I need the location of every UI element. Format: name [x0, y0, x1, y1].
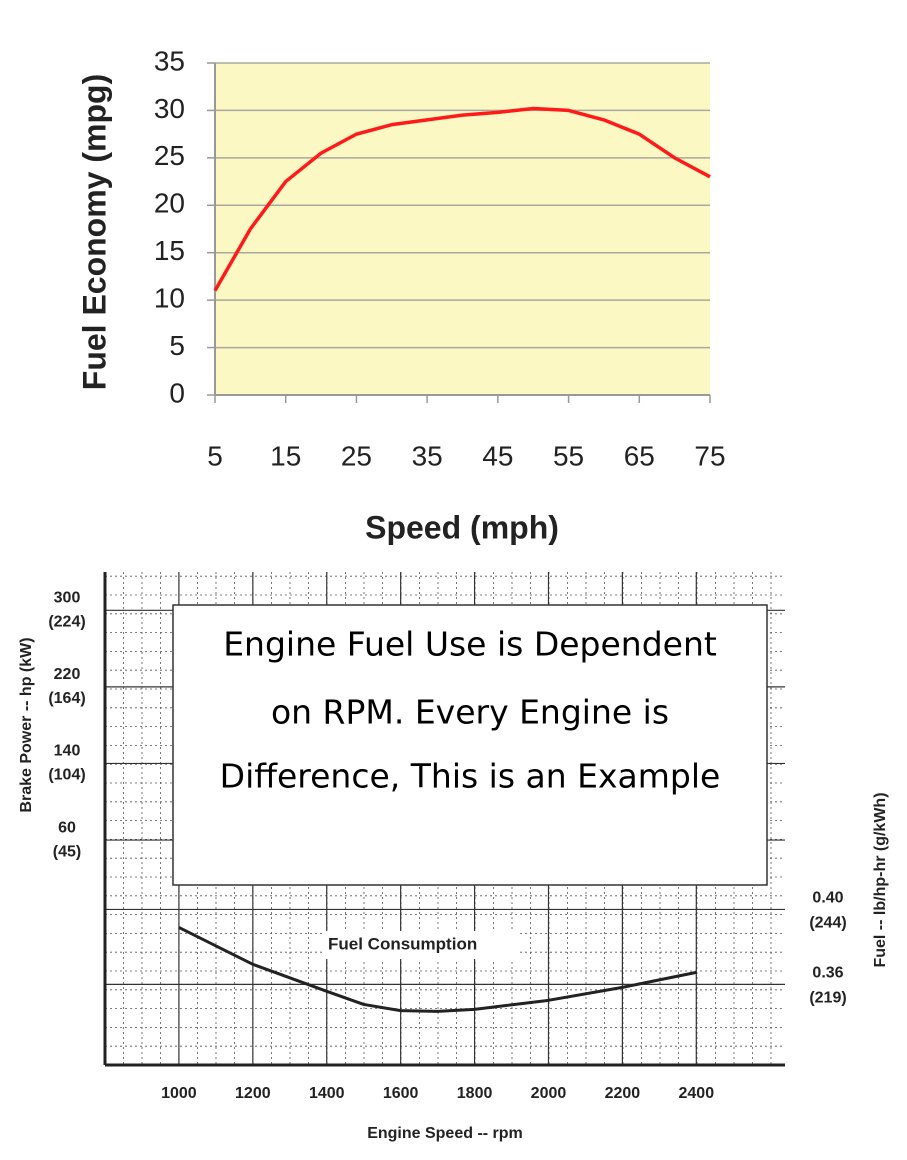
y2-tick-label: (244) — [809, 915, 846, 932]
x-tick-label: 1200 — [235, 1085, 271, 1102]
x-tick-label: 2400 — [679, 1085, 715, 1102]
y-tick-label: 20 — [154, 188, 185, 219]
y-axis-title: Brake Power -- hp (kW) — [18, 637, 35, 812]
x-tick-label: 65 — [624, 440, 655, 471]
y-tick-label: (104) — [48, 767, 85, 784]
annotation-line: Engine Fuel Use is Dependent — [223, 625, 717, 664]
y-tick-label: 10 — [154, 283, 185, 314]
x-tick-label: 35 — [412, 440, 443, 471]
data-line — [213, 106, 711, 292]
x-tick-label: 15 — [270, 440, 301, 471]
x-tick-label: 2000 — [531, 1085, 567, 1102]
x-tick-label: 25 — [341, 440, 372, 471]
x-tick-label: 5 — [207, 440, 223, 471]
y-tick-label: 5 — [169, 330, 185, 361]
x-tick-label: 55 — [553, 440, 584, 471]
series-label-bg — [322, 931, 518, 959]
y-tick-label: 15 — [154, 235, 185, 266]
x-tick-label: 1000 — [161, 1085, 197, 1102]
x-axis-title: Engine Speed -- rpm — [367, 1125, 523, 1142]
y2-tick-label: 0.36 — [812, 965, 843, 982]
x-axis-title: Speed (mph) — [365, 509, 559, 545]
x-tick-label: 1600 — [383, 1085, 419, 1102]
series-label: Fuel Consumption — [328, 934, 477, 953]
x-tick-label: 1400 — [309, 1085, 345, 1102]
plots: 0 5 10 15 20 25 30 35 5 15 25 35 45 55 65 75 Speed (mph)… — [18, 45, 889, 1142]
x-tick-label: 1800 — [457, 1085, 493, 1102]
annotation-line: Difference, This is an Example — [220, 757, 721, 796]
y-tick-label: 140 — [54, 743, 81, 760]
y-tick-label: 30 — [154, 93, 185, 124]
x-tick-label: 2200 — [605, 1085, 641, 1102]
y-tick-label: 0 — [169, 377, 185, 408]
y2-tick-label: 0.40 — [812, 890, 843, 907]
y-tick-label: (224) — [48, 614, 85, 631]
annotation-line: on RPM. Every Engine is — [271, 693, 669, 732]
data-line — [178, 926, 697, 1013]
y-tick-label: 220 — [54, 666, 81, 683]
y-tick-label: (45) — [53, 843, 81, 860]
plot-background — [215, 63, 710, 395]
y-tick-label: 35 — [154, 45, 185, 76]
x-tick-label: 45 — [482, 440, 513, 471]
x-tick-label: 75 — [694, 440, 725, 471]
annotation-box — [172, 604, 768, 886]
y-tick-label: (164) — [48, 690, 85, 707]
y-axis-title: Fuel Economy (mpg) — [76, 74, 112, 390]
y2-tick-label: (219) — [809, 990, 846, 1007]
y2-axis-title: Fuel -- lb/hp-hr (g/kWh) — [872, 792, 889, 967]
y-tick-label: 25 — [154, 140, 185, 171]
y-tick-label: 60 — [58, 819, 76, 836]
y-tick-label: 300 — [54, 590, 81, 607]
